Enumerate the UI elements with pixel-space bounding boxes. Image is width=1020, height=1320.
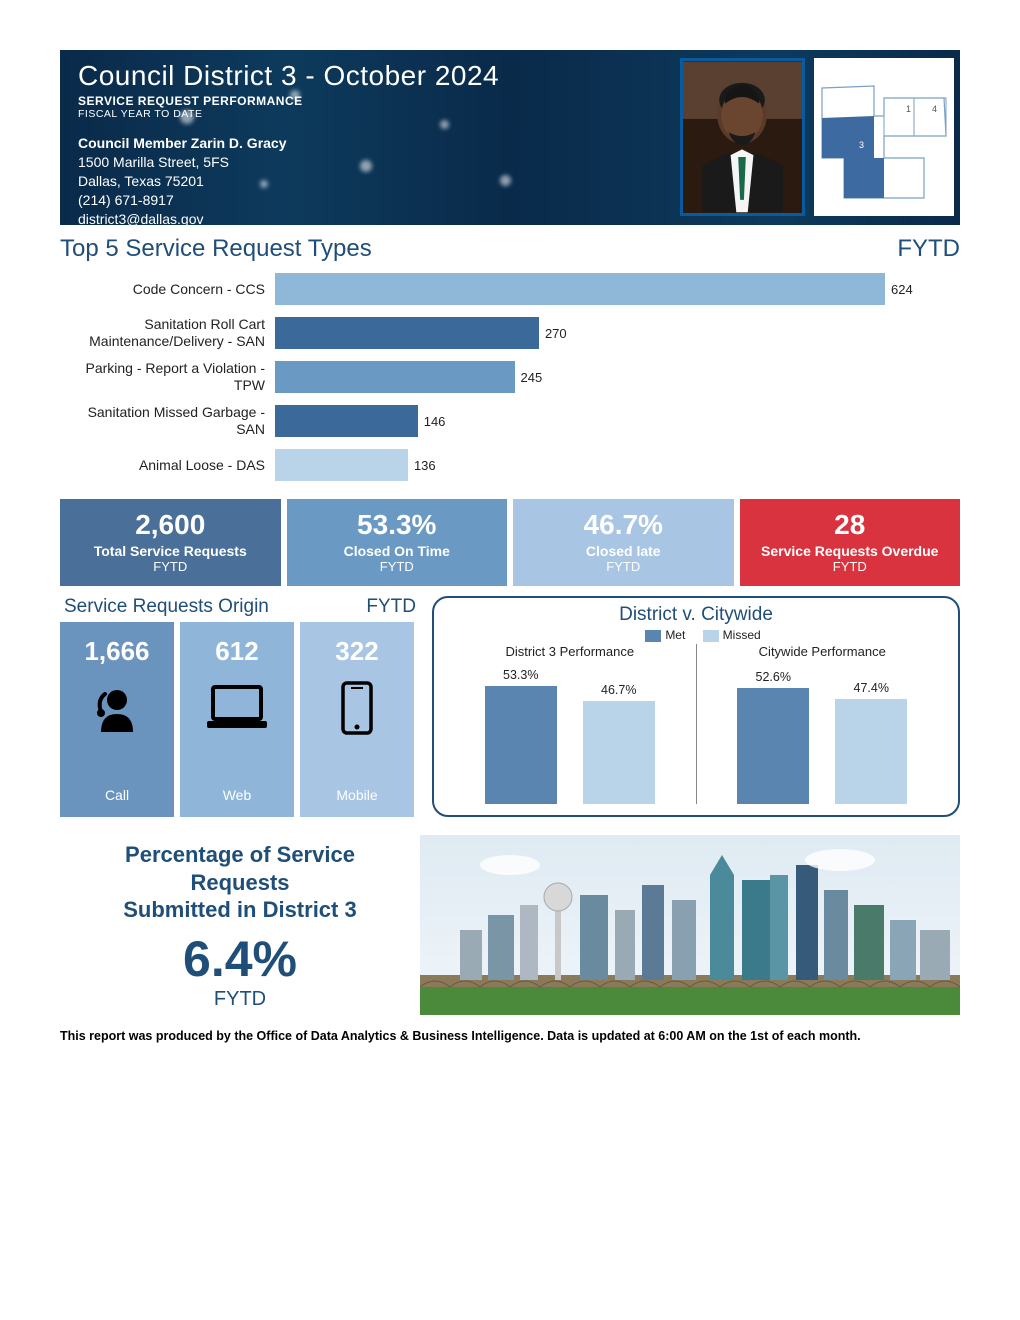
- origin-value: 1,666: [60, 636, 174, 667]
- header-subtitle-2: FISCAL YEAR TO DATE: [78, 108, 942, 120]
- kpi-label: Service Requests Overdue: [746, 543, 955, 559]
- top5-row: Code Concern - CCS 624: [60, 269, 960, 309]
- kpi-value: 46.7%: [519, 509, 728, 541]
- dvc-bar: 47.4%: [835, 699, 907, 804]
- kpi-sub: FYTD: [293, 559, 502, 574]
- top5-value: 245: [521, 370, 543, 385]
- dvc-left-title: District 3 Performance: [444, 644, 696, 659]
- web-icon: [180, 673, 294, 743]
- council-member-portrait: [680, 58, 805, 216]
- footer-note: This report was produced by the Office o…: [60, 1029, 960, 1043]
- top5-label: Animal Loose - DAS: [60, 457, 275, 474]
- dvc-bar: 46.7%: [583, 701, 655, 804]
- dvc-bar: 53.3%: [485, 686, 557, 804]
- top5-label: Sanitation Missed Garbage - SAN: [60, 404, 275, 438]
- origin-card-web: 612 Web: [180, 622, 294, 817]
- top5-bar: [275, 273, 885, 305]
- origin-label: Web: [180, 787, 294, 803]
- pct-line2: Requests: [60, 869, 420, 897]
- kpi-value: 2,600: [66, 509, 275, 541]
- dvc-right-title: Citywide Performance: [697, 644, 949, 659]
- top5-bar: [275, 317, 539, 349]
- origin-title: Service Requests Origin: [64, 596, 269, 618]
- pct-sub: FYTD: [60, 988, 420, 1011]
- kpi-sub: FYTD: [519, 559, 728, 574]
- call-icon: [60, 673, 174, 743]
- kpi-label: Closed late: [519, 543, 728, 559]
- top5-label: Sanitation Roll Cart Maintenance/Deliver…: [60, 316, 275, 350]
- legend-met: Met: [665, 628, 685, 642]
- origin-label: Call: [60, 787, 174, 803]
- kpi-label: Total Service Requests: [66, 543, 275, 559]
- header-banner: Council District 3 - October 2024 SERVIC…: [60, 50, 960, 225]
- origin-value: 612: [180, 636, 294, 667]
- top5-chart: Code Concern - CCS 624 Sanitation Roll Car…: [60, 269, 960, 485]
- top5-bar: [275, 449, 408, 481]
- origin-card-call: 1,666 Call: [60, 622, 174, 817]
- kpi-card: 53.3% Closed On TimeFYTD: [287, 499, 508, 586]
- district-map: 1 4 3: [814, 58, 954, 216]
- origin-card-mobile: 322 Mobile: [300, 622, 414, 817]
- top5-bar: [275, 405, 418, 437]
- kpi-strip: 2,600Total Service RequestsFYTD53.3%Clos…: [60, 499, 960, 586]
- svg-text:3: 3: [859, 140, 864, 150]
- origin-value: 322: [300, 636, 414, 667]
- mobile-icon: [300, 673, 414, 743]
- top5-value: 270: [545, 326, 567, 341]
- skyline-image: [420, 835, 960, 1015]
- svg-text:4: 4: [932, 104, 937, 114]
- address-line-1: 1500 Marilla Street, 5FS: [78, 153, 942, 172]
- pct-value: 6.4%: [60, 930, 420, 988]
- legend-missed: Missed: [723, 628, 761, 642]
- origin-fytd: FYTD: [366, 596, 416, 618]
- pct-line3: Submitted in District 3: [60, 896, 420, 924]
- origin-block: Service Requests Origin FYTD 1,666 Call 61…: [60, 596, 420, 817]
- phone: (214) 671-8917: [78, 191, 942, 210]
- legend-swatch-missed: [703, 630, 719, 642]
- kpi-card: 46.7% Closed lateFYTD: [513, 499, 734, 586]
- kpi-value: 28: [746, 509, 955, 541]
- kpi-value: 53.3%: [293, 509, 502, 541]
- top5-label: Parking - Report a Violation - TPW: [60, 360, 275, 394]
- header-subtitle-1: SERVICE REQUEST PERFORMANCE: [78, 94, 942, 108]
- top5-bar: [275, 361, 515, 393]
- top5-value: 146: [424, 414, 446, 429]
- top5-row: Sanitation Missed Garbage - SAN 146: [60, 401, 960, 441]
- top5-value: 136: [414, 458, 436, 473]
- top5-fytd: FYTD: [897, 235, 960, 263]
- page-title: Council District 3 - October 2024: [78, 60, 942, 92]
- email: district3@dallas.gov: [78, 210, 942, 225]
- top5-row: Animal Loose - DAS 136: [60, 445, 960, 485]
- legend-swatch-met: [645, 630, 661, 642]
- svg-text:1: 1: [906, 104, 911, 114]
- top5-value: 624: [891, 282, 913, 297]
- dvc-bar: 52.6%: [737, 688, 809, 804]
- district-share: Percentage of Service Requests Submitted…: [60, 835, 420, 1015]
- top5-row: Parking - Report a Violation - TPW 245: [60, 357, 960, 397]
- district-vs-citywide: District v. Citywide Met Missed District…: [432, 596, 960, 817]
- origin-label: Mobile: [300, 787, 414, 803]
- top5-label: Code Concern - CCS: [60, 281, 275, 298]
- kpi-card: 28 Service Requests OverdueFYTD: [740, 499, 961, 586]
- kpi-label: Closed On Time: [293, 543, 502, 559]
- pct-line1: Percentage of Service: [60, 841, 420, 869]
- kpi-sub: FYTD: [66, 559, 275, 574]
- top5-row: Sanitation Roll Cart Maintenance/Deliver…: [60, 313, 960, 353]
- kpi-sub: FYTD: [746, 559, 955, 574]
- dvc-legend: Met Missed: [444, 628, 948, 642]
- council-member-name: Council Member Zarin D. Gracy: [78, 134, 942, 153]
- kpi-card: 2,600 Total Service RequestsFYTD: [60, 499, 281, 586]
- top5-title: Top 5 Service Request Types: [60, 235, 372, 263]
- dvc-title: District v. Citywide: [444, 604, 948, 626]
